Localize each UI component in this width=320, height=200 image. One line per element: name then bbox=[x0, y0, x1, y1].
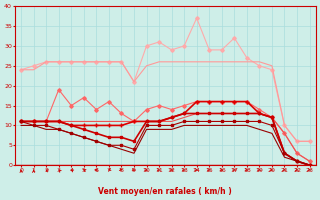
X-axis label: Vent moyen/en rafales ( km/h ): Vent moyen/en rafales ( km/h ) bbox=[99, 187, 232, 196]
